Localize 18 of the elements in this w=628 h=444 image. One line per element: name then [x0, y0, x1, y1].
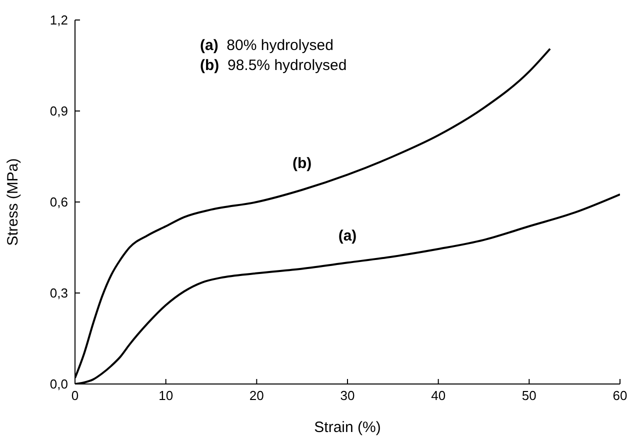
- y-tick-label: 0,6: [50, 194, 68, 210]
- x-tick-label: 0: [71, 388, 79, 404]
- x-tick-label: 60: [612, 388, 628, 404]
- y-tick-label: 0,3: [50, 286, 68, 301]
- annotation: (a) 80% hydrolysed: [200, 36, 334, 56]
- y-axis-title: Stress (MPa): [4, 158, 22, 246]
- y-tick-label: 0,0: [50, 376, 68, 392]
- series-label: (a): [338, 228, 357, 245]
- y-tick-label: 0,9: [50, 104, 68, 119]
- y-tick-label: 1,2: [50, 12, 68, 28]
- series-label: (b): [292, 154, 312, 172]
- x-tick-label: 50: [522, 388, 536, 404]
- x-tick-label: 40: [431, 388, 446, 404]
- annotation: (b) 98.5% hydrolysed: [200, 56, 347, 76]
- x-tick-label: 20: [249, 388, 264, 404]
- x-axis-title: Strain (%): [314, 419, 381, 436]
- x-tick-label: 10: [158, 388, 174, 404]
- x-tick-label: 30: [340, 388, 355, 404]
